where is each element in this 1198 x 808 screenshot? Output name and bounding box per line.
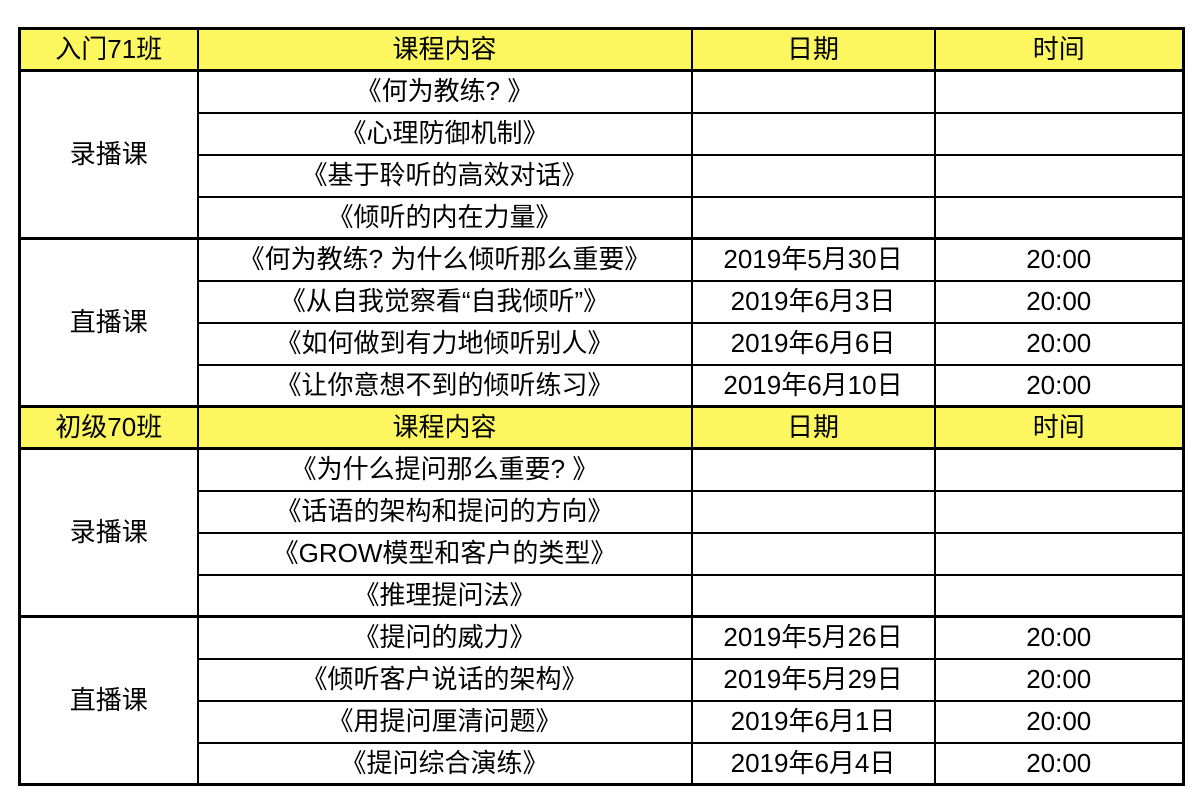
date-cell — [690, 531, 936, 576]
date-cell — [690, 573, 936, 618]
time-cell: 20:00 — [933, 741, 1185, 786]
course-title-cell: 《如何做到有力地倾听别人》 — [196, 321, 693, 366]
date-cell — [690, 489, 936, 534]
date-cell: 2019年5月26日 — [690, 615, 936, 660]
course-title-cell: 《话语的架构和提问的方向》 — [196, 489, 693, 534]
time-cell — [933, 195, 1185, 240]
date-cell — [690, 69, 936, 114]
course-title-cell: 《何为教练? 》 — [196, 69, 693, 114]
time-cell — [933, 153, 1185, 198]
course-title-cell: 《提问综合演练》 — [196, 741, 693, 786]
course-title-cell: 《推理提问法》 — [196, 573, 693, 618]
table-row: 《GROW模型和客户的类型》 — [20, 531, 1185, 576]
table-row: 《推理提问法》 — [20, 573, 1185, 618]
section2-header-row: 初级70班 课程内容 日期 时间 — [18, 405, 1185, 450]
table-row: 录播课 《何为教练? 》 — [18, 69, 1185, 240]
section2-header-content: 课程内容 — [196, 405, 693, 450]
section1-header-row: 入门71班 课程内容 日期 时间 — [18, 27, 1185, 72]
course-title-cell: 《心理防御机制》 — [196, 111, 693, 156]
date-cell — [690, 153, 936, 198]
table-row: 《让你意想不到的倾听练习》 2019年6月10日 20:00 — [20, 363, 1185, 408]
time-cell — [933, 489, 1185, 534]
table-row: 直播课 《提问的威力》 2019年5月26日 20:00 — [18, 615, 1185, 786]
section2-class-name: 初级70班 — [18, 405, 199, 450]
time-cell: 20:00 — [933, 279, 1185, 324]
time-cell — [933, 573, 1185, 618]
table-row: 《用提问厘清问题》 2019年6月1日 20:00 — [20, 699, 1185, 744]
time-cell: 20:00 — [933, 657, 1185, 702]
course-title-cell: 《基于聆听的高效对话》 — [196, 153, 693, 198]
course-title-cell: 《用提问厘清问题》 — [196, 699, 693, 744]
time-cell — [933, 111, 1185, 156]
section2-recorded-label: 录播课 — [18, 447, 199, 618]
course-title-cell: 《提问的威力》 — [196, 615, 693, 660]
table-row: 《基于聆听的高效对话》 — [20, 153, 1185, 198]
date-cell — [690, 195, 936, 240]
section1-header-time: 时间 — [933, 27, 1185, 72]
time-cell: 20:00 — [933, 321, 1185, 366]
section1-live-label: 直播课 — [18, 237, 199, 408]
date-cell: 2019年6月4日 — [690, 741, 936, 786]
table-row: 《从自我觉察看“自我倾听”》 2019年6月3日 20:00 — [20, 279, 1185, 324]
time-cell: 20:00 — [933, 237, 1185, 282]
course-schedule-table: 入门71班 课程内容 日期 时间 录播课 《何为教练? 》 《心理防御机制》 《… — [18, 27, 1185, 786]
section2-header-time: 时间 — [933, 405, 1185, 450]
course-title-cell: 《何为教练? 为什么倾听那么重要》 — [196, 237, 693, 282]
course-title-cell: 《让你意想不到的倾听练习》 — [196, 363, 693, 408]
course-title-cell: 《GROW模型和客户的类型》 — [196, 531, 693, 576]
time-cell — [933, 447, 1185, 492]
time-cell: 20:00 — [933, 615, 1185, 660]
table-row: 《话语的架构和提问的方向》 — [20, 489, 1185, 534]
time-cell: 20:00 — [933, 699, 1185, 744]
section1-header-content: 课程内容 — [196, 27, 693, 72]
section2-header-date: 日期 — [690, 405, 936, 450]
date-cell: 2019年5月30日 — [690, 237, 936, 282]
table-row: 《倾听的内在力量》 — [20, 195, 1185, 240]
table-row: 《提问综合演练》 2019年6月4日 20:00 — [20, 741, 1185, 786]
section1-class-name: 入门71班 — [18, 27, 199, 72]
table-row: 《倾听客户说话的架构》 2019年5月29日 20:00 — [20, 657, 1185, 702]
time-cell — [933, 531, 1185, 576]
time-cell — [933, 69, 1185, 114]
date-cell: 2019年5月29日 — [690, 657, 936, 702]
course-title-cell: 《倾听客户说话的架构》 — [196, 657, 693, 702]
section1-header-date: 日期 — [690, 27, 936, 72]
table-row: 录播课 《为什么提问那么重要? 》 — [18, 447, 1185, 618]
section2-live-label: 直播课 — [18, 615, 199, 786]
date-cell — [690, 447, 936, 492]
date-cell: 2019年6月6日 — [690, 321, 936, 366]
date-cell: 2019年6月3日 — [690, 279, 936, 324]
date-cell — [690, 111, 936, 156]
course-title-cell: 《为什么提问那么重要? 》 — [196, 447, 693, 492]
table-row: 《如何做到有力地倾听别人》 2019年6月6日 20:00 — [20, 321, 1185, 366]
course-title-cell: 《从自我觉察看“自我倾听”》 — [196, 279, 693, 324]
date-cell: 2019年6月10日 — [690, 363, 936, 408]
section1-recorded-label: 录播课 — [18, 69, 199, 240]
date-cell: 2019年6月1日 — [690, 699, 936, 744]
table-row: 直播课 《何为教练? 为什么倾听那么重要》 2019年5月30日 20:00 — [18, 237, 1185, 408]
table-row: 《心理防御机制》 — [20, 111, 1185, 156]
course-title-cell: 《倾听的内在力量》 — [196, 195, 693, 240]
time-cell: 20:00 — [933, 363, 1185, 408]
